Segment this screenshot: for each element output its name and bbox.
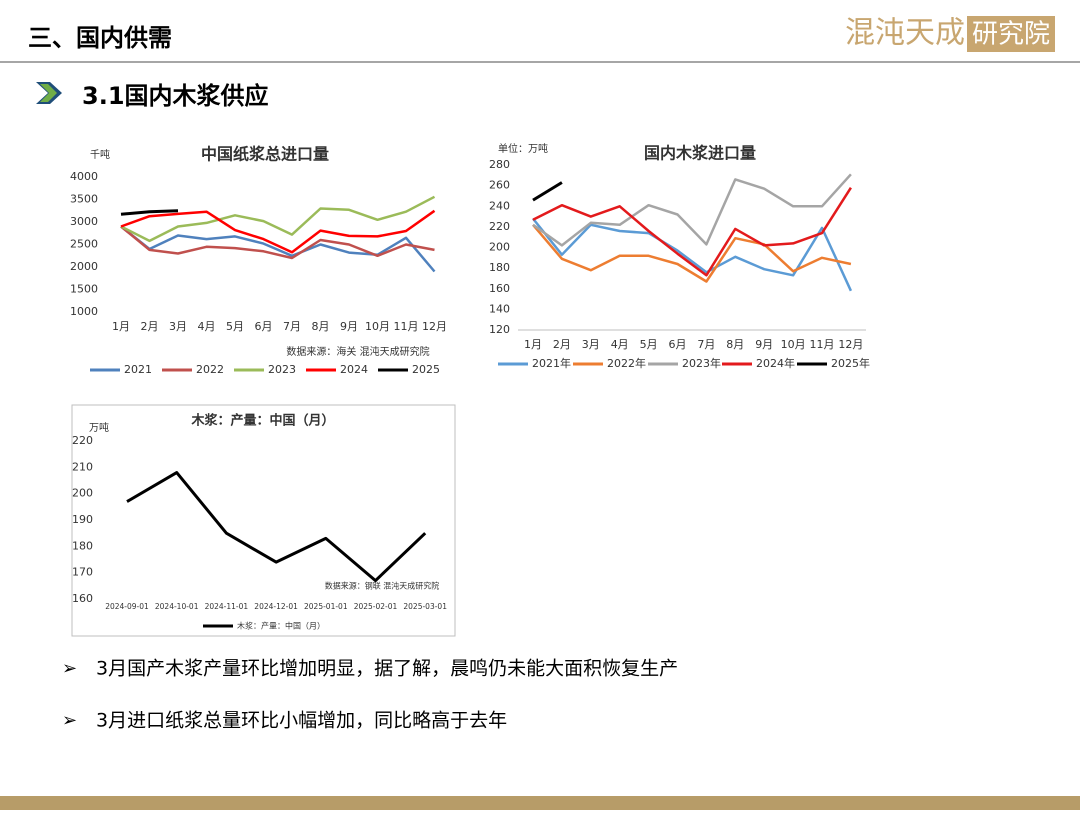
x-tick-label: 10月 <box>781 338 806 351</box>
source-note: 数据来源：钢联 混沌天成研究院 <box>325 581 440 591</box>
x-tick-label: 3月 <box>582 338 600 351</box>
x-tick-label: 12月 <box>422 320 447 333</box>
x-tick-label: 2025-02-01 <box>354 602 398 611</box>
y-tick-label: 2500 <box>70 238 98 251</box>
x-tick-label: 2024-09-01 <box>105 602 149 611</box>
legend-label: 2024年 <box>756 356 795 370</box>
series-line <box>532 217 853 292</box>
y-tick-label: 220 <box>72 434 93 447</box>
y-tick-label: 3500 <box>70 193 98 206</box>
unit-label: 单位：万吨 <box>498 142 548 155</box>
y-tick-label: 120 <box>489 323 510 336</box>
series-line <box>120 209 436 254</box>
y-tick-label: 180 <box>489 261 510 274</box>
y-tick-label: 3000 <box>70 215 98 228</box>
x-tick-label: 2月 <box>553 338 571 351</box>
series-line <box>532 187 852 277</box>
y-tick-label: 170 <box>72 566 93 579</box>
bullet: 3月进口纸浆总量环比小幅增加，同比略高于去年 <box>96 710 507 732</box>
unit-label: 万吨 <box>89 421 109 434</box>
x-tick-label: 4月 <box>611 338 629 351</box>
series-line <box>126 471 427 583</box>
x-tick-label: 8月 <box>726 338 744 351</box>
x-tick-label: 5月 <box>226 320 244 333</box>
x-tick-label: 2025-01-01 <box>304 602 348 611</box>
series-line <box>120 195 436 243</box>
x-tick-label: 7月 <box>697 338 715 351</box>
legend-label: 木浆：产量：中国（月） <box>237 621 325 631</box>
x-tick-label: 5月 <box>640 338 658 351</box>
y-tick-label: 1000 <box>70 305 98 318</box>
x-tick-label: 11月 <box>810 338 835 351</box>
y-tick-label: 220 <box>489 220 510 233</box>
series-line <box>120 209 179 216</box>
y-tick-label: 4000 <box>70 170 98 183</box>
y-tick-label: 260 <box>489 179 510 192</box>
bullet-marker: ➢ <box>62 710 77 731</box>
y-tick-label: 160 <box>72 592 93 605</box>
y-tick-label: 160 <box>489 282 510 295</box>
legend-label: 2023 <box>268 363 296 376</box>
chart-title: 木浆：产量：中国（月） <box>190 413 334 429</box>
y-tick-label: 140 <box>489 302 510 315</box>
x-tick-label: 2024-12-01 <box>254 602 298 611</box>
section-arrow-inner <box>40 84 57 102</box>
x-tick-label: 9月 <box>340 320 358 333</box>
x-tick-label: 6月 <box>669 338 687 351</box>
y-tick-label: 1500 <box>70 283 98 296</box>
legend-label: 2025年 <box>831 356 870 370</box>
x-tick-label: 11月 <box>394 320 419 333</box>
section-title: 3.1国内木浆供应 <box>82 82 269 110</box>
legend-label: 2021年 <box>532 356 571 370</box>
logo-text: 混沌天成 <box>845 16 965 51</box>
legend-label: 2023年 <box>682 356 721 370</box>
y-tick-label: 200 <box>72 487 93 500</box>
x-tick-label: 4月 <box>198 320 216 333</box>
legend-label: 2024 <box>340 363 368 376</box>
bullet: 3月国产木浆产量环比增加明显，据了解，晨鸣仍未能大面积恢复生产 <box>96 658 678 680</box>
logo-box <box>967 16 1055 52</box>
x-tick-label: 2月 <box>141 320 159 333</box>
legend-label: 2022年 <box>607 356 646 370</box>
x-tick-label: 10月 <box>365 320 390 333</box>
x-tick-label: 3月 <box>169 320 187 333</box>
y-tick-label: 2000 <box>70 260 98 273</box>
y-tick-label: 210 <box>72 460 93 473</box>
x-tick-label: 1月 <box>112 320 130 333</box>
y-tick-label: 200 <box>489 241 510 254</box>
x-tick-label: 2025-03-01 <box>403 602 447 611</box>
source-note: 数据来源：海关 混沌天成研究院 <box>286 345 429 358</box>
y-tick-label: 280 <box>489 158 510 171</box>
x-tick-label: 12月 <box>838 338 863 351</box>
x-tick-label: 9月 <box>755 338 773 351</box>
chart-frame <box>71 404 456 637</box>
legend-label: 2025 <box>412 363 440 376</box>
x-tick-label: 7月 <box>283 320 301 333</box>
series-line <box>120 225 436 273</box>
y-tick-label: 190 <box>72 513 93 526</box>
legend-label: 2021 <box>124 363 152 376</box>
bullet-marker: ➢ <box>62 658 77 679</box>
series-line <box>532 173 852 247</box>
y-tick-label: 240 <box>489 199 510 212</box>
chart-title: 国内木浆进口量 <box>644 144 756 163</box>
page-title: 三、国内供需 <box>28 24 172 52</box>
unit-label: 千吨 <box>90 148 110 161</box>
logo-text-box: 研究院 <box>972 20 1050 50</box>
x-tick-label: 2024-11-01 <box>205 602 249 611</box>
x-tick-label: 8月 <box>312 320 330 333</box>
x-tick-label: 2024-10-01 <box>155 602 199 611</box>
series-line <box>120 225 435 260</box>
x-tick-label: 6月 <box>255 320 273 333</box>
legend-label: 2022 <box>196 363 224 376</box>
header-rule <box>0 61 1080 63</box>
series-line <box>532 181 563 202</box>
y-tick-label: 180 <box>72 539 93 552</box>
x-tick-label: 1月 <box>524 338 542 351</box>
footer-band <box>0 796 1080 810</box>
series-line <box>532 223 852 283</box>
chart-title: 中国纸浆总进口量 <box>201 145 329 164</box>
